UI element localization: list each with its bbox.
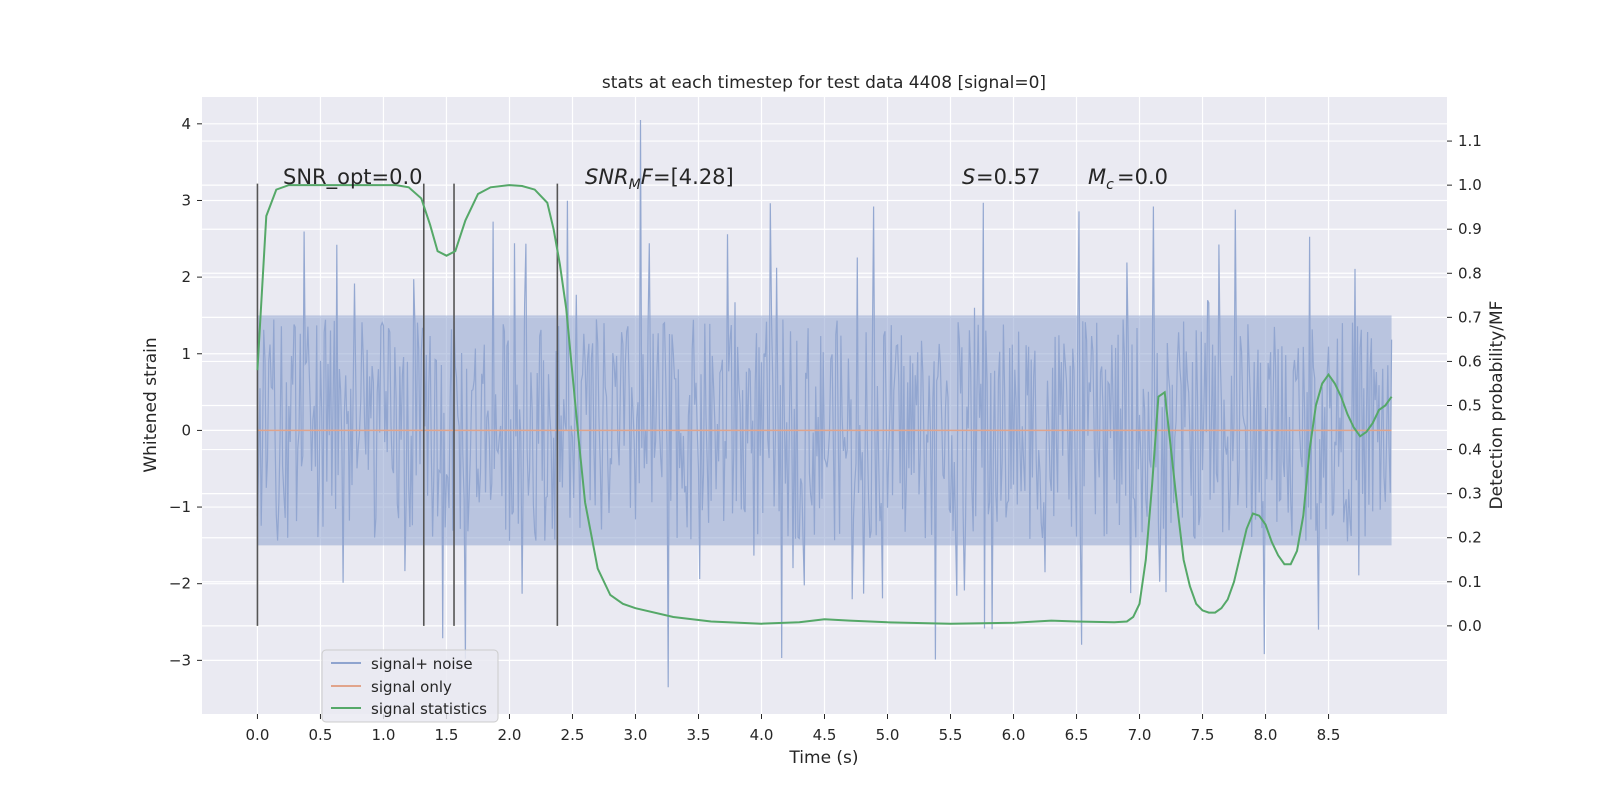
annotation-snr-mf-value: =[4.28] [653, 165, 734, 189]
x-tick-label: 8.5 [1317, 726, 1341, 744]
x-tick-label: 5.0 [876, 726, 900, 744]
tick-layer: 0.0 0.5 1.0 1.5 2.0 2.5 3.0 3.5 4.0 4.5 5.0 5.5 6.0 6… [169, 115, 1482, 744]
y-tick-label-right: 1.1 [1458, 132, 1482, 150]
y-tick-label-left: 0 [181, 421, 191, 439]
y-tick-label-right: 0.0 [1458, 617, 1482, 635]
legend-label-signal-only: signal only [371, 678, 452, 696]
annotation-s: S =0.57 [962, 165, 1040, 189]
y-tick-label-right: 0.9 [1458, 220, 1482, 238]
y-axis-label-right: Detection probability/MF [1487, 301, 1507, 510]
x-tick-label: 3.5 [687, 726, 711, 744]
x-tick-label: 5.5 [939, 726, 963, 744]
legend-label-signal-noise: signal+ noise [371, 655, 473, 673]
x-tick-label: 2.5 [561, 726, 585, 744]
legend-box [321, 649, 499, 723]
x-tick-label: 2.0 [498, 726, 522, 744]
x-tick-label: 7.0 [1128, 726, 1152, 744]
legend: signal+ noise signal only signal statist… [321, 649, 499, 723]
x-tick-label: 0.5 [309, 726, 333, 744]
x-tick-label: 1.0 [372, 726, 396, 744]
annotation-s-symbol: S [962, 165, 975, 189]
y-tick-label-left: 4 [181, 115, 191, 133]
y-tick-label-right: 0.4 [1458, 441, 1482, 459]
y-tick-label-left: 1 [181, 345, 191, 363]
legend-label-signal-statistics: signal statistics [371, 700, 487, 718]
y-tick-label-left: −3 [169, 651, 191, 669]
annotation-mc-value: =0.0 [1117, 165, 1168, 189]
annotation-snr-opt: SNR_opt=0.0 [283, 165, 423, 190]
series-line-signal-statistics [256, 184, 1393, 625]
y-tick-label-right: 0.3 [1458, 485, 1482, 503]
x-tick-label: 6.0 [1002, 726, 1026, 744]
y-tick-label-right: 0.6 [1458, 352, 1482, 370]
x-tick-label: 4.0 [750, 726, 774, 744]
y-tick-label-left: 2 [181, 268, 191, 286]
y-tick-label-right: 0.1 [1458, 573, 1482, 591]
y-tick-label-right: 0.7 [1458, 308, 1482, 326]
annotation-mc: Mc =0.0 [1088, 165, 1168, 193]
y-axis-label-left: Whitened strain [141, 337, 161, 472]
annotation-snr-mf-symbol: SNRMF [585, 165, 654, 193]
y-tick-label-left: 3 [181, 191, 191, 209]
y-tick-label-right: 0.8 [1458, 264, 1482, 282]
x-tick-label: 0.0 [246, 726, 270, 744]
x-tick-label: 8.0 [1254, 726, 1278, 744]
x-axis-label: Time (s) [788, 748, 858, 768]
y-tick-label-left: −1 [169, 498, 191, 516]
vertical-markers-layer [256, 183, 559, 626]
x-tick-label: 3.0 [624, 726, 648, 744]
x-tick-label: 4.5 [813, 726, 837, 744]
y-tick-label-right: 1.0 [1458, 176, 1482, 194]
y-tick-label-right: 0.5 [1458, 397, 1482, 415]
x-tick-label: 7.5 [1191, 726, 1215, 744]
y-tick-label-left: −2 [169, 575, 191, 593]
x-tick-label: 1.5 [435, 726, 459, 744]
chart-title: stats at each timestep for test data 440… [602, 73, 1046, 93]
annotation-snr-mf: SNRMF =[4.28] [585, 165, 734, 193]
x-tick-label: 6.5 [1065, 726, 1089, 744]
annotation-s-value: =0.57 [976, 165, 1040, 189]
y-tick-label-right: 0.2 [1458, 529, 1482, 547]
signal-statistics-layer [256, 184, 1393, 625]
